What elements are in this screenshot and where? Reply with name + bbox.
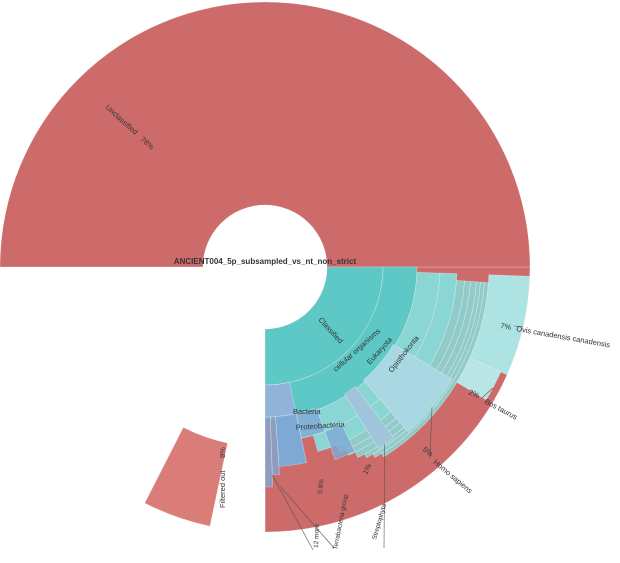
leader-homo (429, 407, 433, 459)
label-bacteria: Bacteria (293, 407, 321, 416)
label-strepto-pct: 1% (361, 462, 374, 476)
wedge-ovis[interactable] (469, 274, 531, 376)
wedge-eukaryota-sub-2[interactable] (354, 281, 477, 458)
wedge-eukaryota-sub-5[interactable] (381, 282, 489, 458)
label-ovis: Ovis canadensis canadensis (516, 324, 611, 349)
label-filtered-out-pct: 8% (218, 447, 227, 458)
label-filtered-out: Filtered out (218, 470, 227, 508)
chart-wedges (0, 1, 531, 533)
wedge-homo[interactable] (362, 343, 453, 432)
leader-12-more (271, 474, 314, 551)
label-ovis-pct: 7% (500, 321, 513, 332)
wedge-streptophyta[interactable] (344, 386, 395, 449)
label-12-more: 12 more (313, 524, 321, 548)
wedge-bacteria-sub-2[interactable] (295, 407, 326, 439)
label-terrabacteria-pct: 0.8% (317, 479, 326, 495)
wedge-bos[interactable] (456, 357, 502, 401)
chart-leader-lines (271, 325, 524, 551)
leader-bos (481, 387, 494, 399)
wedge-bacteria-sub-0[interactable] (269, 416, 280, 476)
chart-title: ANCIENT004_5p_subsampled_vs_nt_non_stric… (174, 257, 357, 266)
wedge-bacteria[interactable] (264, 382, 297, 418)
wedge-filtered-out[interactable] (144, 426, 228, 527)
leader-strepto (383, 444, 385, 549)
label-homo: Homo sapiens (432, 458, 475, 496)
center-hole (203, 205, 327, 329)
label-bos-pct: 2% (467, 388, 481, 401)
wedge-bacteria-sub-3[interactable] (324, 423, 356, 461)
wedge-bacteria-sub-1[interactable] (264, 416, 273, 488)
leader-ovis (513, 325, 524, 327)
leader-terrabacteria (280, 486, 335, 549)
label-proteobacteria: Proteobacteria (296, 420, 346, 432)
